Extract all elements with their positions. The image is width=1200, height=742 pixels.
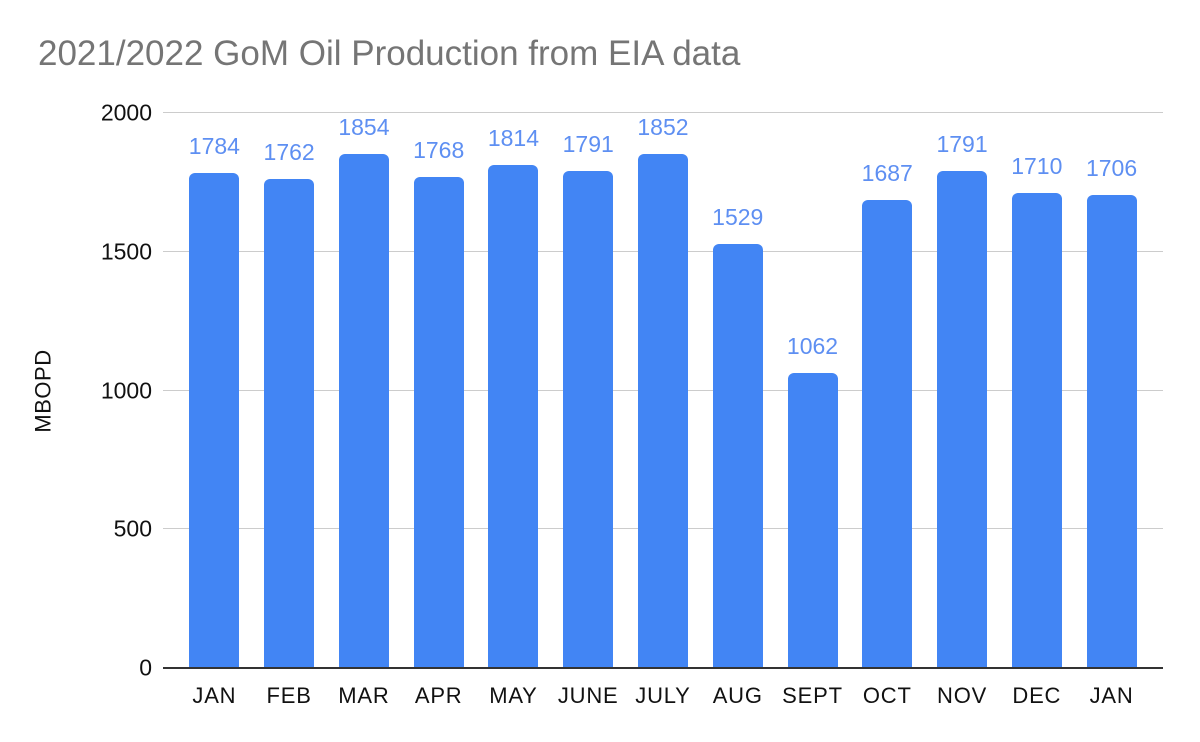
bar-value-label-12: 1706	[1085, 154, 1138, 181]
bar-value-label-8: 1062	[786, 333, 839, 360]
bar-10-nov: 1791	[936, 133, 988, 668]
gridline-2000	[163, 112, 1163, 113]
x-axis-labels: JAN FEB MAR APR MAY JUNE JULY AUG SEPT OCT NOV DEC J…	[163, 668, 1163, 709]
bar-0-jan: 1784	[189, 134, 240, 668]
bar-1-feb: 1762	[264, 141, 315, 668]
bar-5-june: 1791	[563, 133, 614, 668]
bar-slot-3: 1768	[401, 113, 476, 668]
x-tick-label-3-apr: APR	[414, 683, 463, 708]
bar-slot-7: 1529	[700, 113, 775, 668]
bar-value-label-0: 1784	[188, 132, 240, 159]
bar-11-dec: 1710	[1011, 155, 1062, 668]
bar-value-label-7: 1529	[712, 203, 764, 230]
bar-slot-10: 1791	[925, 113, 1000, 668]
y-tick-label-0: 0	[139, 654, 152, 681]
bar-8-sept: 1062	[787, 335, 838, 668]
x-tick-label-5-june: JUNE	[557, 683, 619, 708]
x-axis-line	[163, 667, 1163, 669]
y-tick-label-2000: 2000	[100, 99, 152, 126]
bar-value-label-4: 1814	[487, 124, 540, 151]
bar-4-may: 1814	[488, 126, 539, 668]
bar-value-label-6: 1852	[637, 114, 689, 141]
bar-3-apr: 1768	[413, 139, 464, 668]
bar-6-july: 1852	[637, 116, 689, 668]
bar-value-label-1: 1762	[263, 139, 315, 166]
bar-slot-6: 1852	[626, 113, 701, 668]
x-tick-label-6-july: JULY	[635, 683, 691, 708]
y-tick-label-1500: 1500	[100, 238, 152, 265]
bar-value-label-11: 1710	[1011, 153, 1063, 180]
x-tick-label-9-oct: OCT	[862, 683, 912, 708]
bar-slot-8: 1062	[775, 113, 850, 668]
bar-slot-4: 1814	[476, 113, 551, 668]
x-tick-label-1-feb: FEB	[266, 683, 312, 708]
bar-slot-1: 1762	[252, 113, 327, 668]
x-tick-label-7-aug: AUG	[712, 683, 763, 708]
bar-value-label-5: 1791	[562, 131, 614, 157]
x-tick-label-8-sept: SEPT	[782, 683, 843, 708]
bar-slot-0: 1784	[177, 113, 252, 668]
bar-slot-9: 1687	[850, 113, 925, 668]
y-tick-label-1000: 1000	[100, 377, 152, 403]
x-tick-label-11-dec: DEC	[1012, 683, 1062, 708]
plot-area: 1784 1762 1854 1768 1814 1791 1852 1529 1062 1687…	[163, 112, 1163, 669]
bar-7-aug: 1529	[712, 205, 763, 668]
bar-value-label-2: 1854	[338, 113, 390, 140]
chart-title: 2021/2022 GoM Oil Production from EIA da…	[38, 34, 741, 73]
bar-slot-5: 1791	[551, 113, 626, 668]
bar-9-oct: 1687	[862, 161, 913, 668]
bar-slot-2: 1854	[327, 113, 402, 668]
bar-value-label-3: 1768	[413, 137, 465, 164]
bar-slot-12: 1706	[1074, 113, 1149, 668]
x-tick-label-10-nov: NOV	[937, 683, 988, 708]
x-tick-label-2-mar: MAR	[338, 683, 390, 708]
bars: 1784 1762 1854 1768 1814 1791 1852 1529 1062 1687…	[163, 113, 1163, 668]
x-tick-label-4-may: MAY	[489, 683, 538, 708]
bar-2-mar: 1854	[338, 115, 389, 668]
x-tick-label-0-jan: JAN	[192, 683, 237, 708]
y-tick-label-500: 500	[113, 515, 152, 542]
bar-value-label-9: 1687	[861, 159, 913, 186]
bar-slot-11: 1710	[999, 113, 1074, 668]
x-tick-label-12-jan: JAN	[1089, 683, 1134, 708]
y-axis-ticks: 0 500 1000 1500 2000	[0, 101, 152, 679]
bar-value-label-10: 1791	[936, 131, 988, 157]
bar-12-jan: 1706	[1086, 156, 1137, 668]
